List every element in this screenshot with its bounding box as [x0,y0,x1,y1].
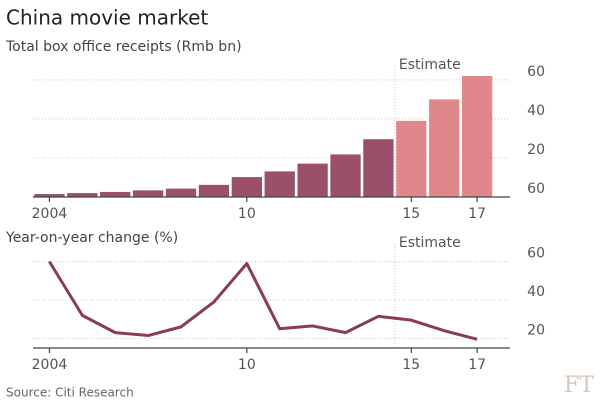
bar [34,194,65,197]
bar [363,139,394,197]
annotation: Estimate [399,235,461,251]
bar [429,99,460,197]
y-tick-label: 60 [527,64,545,80]
x-tick-label: 17 [468,357,486,373]
bar [231,177,262,197]
x-tick-label: 2004 [32,206,68,222]
x-tick-label: 15 [402,206,420,222]
y-tick-label: 40 [527,103,545,119]
x-tick-label: 15 [402,357,420,373]
x-tick-label: 10 [238,357,256,373]
logo: FT [564,373,594,398]
source: Source: Citi Research [6,386,134,400]
annotation: Estimate [399,57,461,73]
x-tick-label: 2004 [32,357,68,373]
bar [297,163,328,197]
bar [100,191,131,197]
bar [133,190,164,197]
subtitle: Total box office receipts (Rmb bn) [5,39,242,55]
y-tick-label: 20 [527,322,545,338]
x-tick-label: 10 [238,206,256,222]
bar [198,184,230,197]
bar [264,171,295,197]
bar [165,188,197,197]
bar [67,193,98,197]
bar [330,154,361,197]
y-tick-label: 20 [527,142,545,158]
bar [396,120,427,197]
y-tick-label: 40 [527,284,545,300]
chart-title: China movie market [6,6,208,30]
line [48,260,478,341]
bar [461,75,493,197]
y-tick-label: 60 [527,181,545,197]
subtitle: Year-on-year change (%) [5,230,178,246]
y-tick-label: 60 [527,246,545,262]
x-tick-label: 17 [468,206,486,222]
